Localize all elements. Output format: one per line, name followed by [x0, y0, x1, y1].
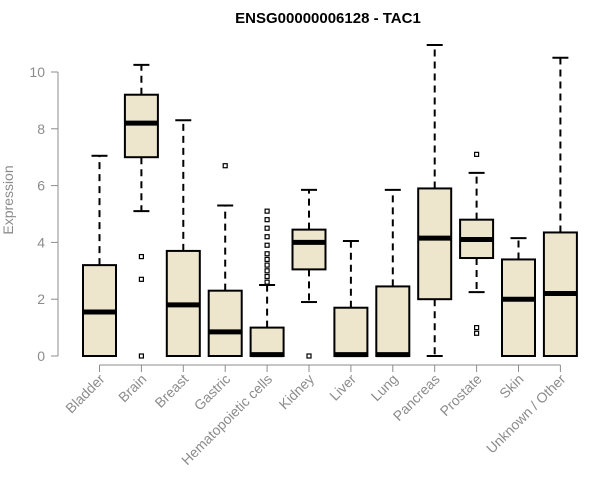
box-bladder	[82, 154, 117, 357]
x-tick-label: Bladder	[62, 371, 108, 417]
outlier-point	[264, 256, 270, 263]
iqr-box	[417, 187, 453, 301]
x-tick-label: Brain	[115, 371, 149, 405]
x-tick-label: Unknown / Other	[483, 371, 569, 457]
iqr-box	[333, 306, 369, 357]
iqr-box	[207, 289, 243, 357]
outlier-point	[264, 279, 270, 285]
box-lung	[375, 188, 411, 358]
box-brain	[123, 63, 159, 359]
outlier-point	[222, 163, 228, 169]
iqr-box	[123, 93, 159, 159]
outlier-point	[264, 268, 270, 274]
y-tick-label: 10	[29, 64, 45, 80]
chart-title: ENSG00000006128 - TAC1	[235, 10, 421, 27]
x-tick-label: Kidney	[276, 371, 318, 413]
x-tick-label: Prostate	[437, 371, 485, 419]
outlier-point	[264, 273, 270, 280]
y-tick-label: 0	[37, 348, 45, 364]
x-tick-label: Skin	[496, 371, 527, 402]
box-pancreas	[417, 44, 453, 357]
iqr-box	[291, 228, 327, 271]
y-axis-label: Expression	[0, 165, 16, 234]
iqr-box	[375, 285, 411, 358]
box-breast	[165, 119, 201, 357]
box-hematopoietic-cells	[249, 208, 285, 358]
outlier-point	[138, 254, 144, 260]
y-tick-label: 4	[37, 234, 45, 250]
box-kidney	[291, 188, 327, 359]
x-tick-label: Pancreas	[390, 371, 443, 424]
box-unknown-other	[542, 56, 578, 358]
x-tick-label: Liver	[326, 371, 359, 404]
x-tick-label: Breast	[151, 371, 191, 411]
box-liver	[333, 239, 369, 358]
outlier-point	[264, 262, 270, 268]
box-skin	[501, 237, 536, 357]
outlier-point	[264, 251, 270, 257]
y-axis: 0 2 4 6 8 10	[29, 64, 59, 364]
box-series	[82, 44, 578, 359]
iqr-box	[249, 326, 285, 358]
x-tick-label: Lung	[368, 371, 401, 404]
y-tick-label: 8	[37, 121, 45, 137]
outlier-point	[474, 330, 480, 336]
outlier-point	[474, 325, 480, 331]
y-tick-label: 6	[37, 178, 45, 194]
box-gastric	[207, 163, 243, 357]
box-prostate	[459, 151, 495, 336]
outlier-point	[474, 151, 480, 157]
outlier-point	[138, 276, 144, 282]
y-tick-label: 2	[37, 291, 45, 307]
outlier-point	[138, 353, 144, 359]
outlier-point	[264, 225, 270, 231]
iqr-box	[501, 258, 536, 357]
outlier-point	[264, 234, 270, 240]
outlier-point	[264, 217, 270, 223]
outlier-point	[264, 208, 270, 214]
outlier-point	[306, 353, 312, 359]
outlier-point	[264, 242, 270, 248]
